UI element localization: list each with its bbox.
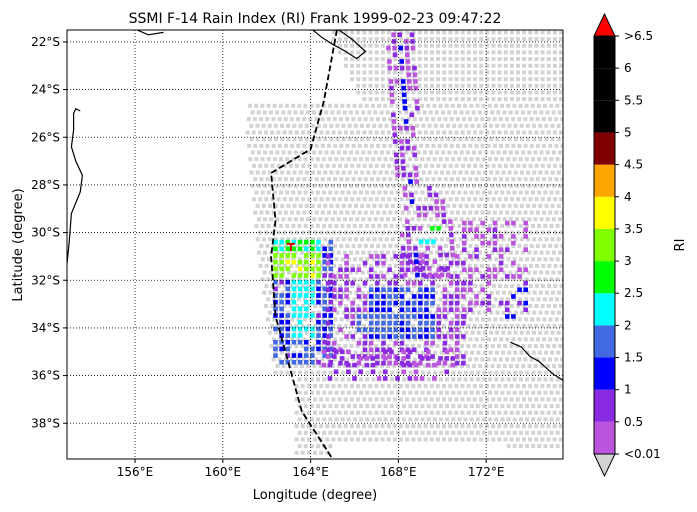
colorbar-segment bbox=[594, 68, 615, 101]
colorbar-segment bbox=[594, 196, 615, 229]
gridlines bbox=[67, 30, 563, 459]
colorbar-tick-label: 0.5 bbox=[624, 415, 643, 429]
colorbar-tick-label: 1.5 bbox=[624, 351, 643, 365]
colorbar-tick-label: >6.5 bbox=[624, 29, 653, 43]
y-axis-ticks: 22°S 24°S 26°S 28°S 30°S 32°S 34°S 36°S 38°S bbox=[31, 35, 67, 430]
swath-layer bbox=[245, 30, 563, 455]
colorbar-over-triangle bbox=[593, 12, 616, 37]
x-tick-label: 168°E bbox=[380, 465, 417, 479]
storm-track-line bbox=[270, 30, 338, 459]
colorbar-segment bbox=[594, 325, 615, 358]
y-axis-label: Latitude (degree) bbox=[11, 188, 26, 301]
map-title: SSMI F-14 Rain Index (RI) Frank 1999-02-… bbox=[129, 11, 502, 27]
x-tick-label: 164°E bbox=[292, 465, 329, 479]
x-tick-label: 172°E bbox=[468, 465, 505, 479]
x-axis-ticks: 156°E 160°E 164°E 168°E 172°E bbox=[117, 459, 505, 479]
colorbar-tick-label: 5.5 bbox=[624, 93, 643, 107]
colorbar-segment bbox=[594, 36, 615, 69]
colorbar-segment bbox=[594, 132, 615, 165]
x-axis-label: Longitude (degree) bbox=[253, 488, 378, 503]
coastline-layer bbox=[67, 30, 563, 381]
colorbar-segment bbox=[594, 357, 615, 390]
colorbar-tick-label: 3.5 bbox=[624, 222, 643, 236]
colorbar-tick-label: 6 bbox=[624, 61, 632, 75]
colorbar-under-triangle bbox=[593, 453, 616, 478]
storm-track-layer bbox=[270, 30, 338, 459]
colorbar-tick-label: <0.01 bbox=[624, 447, 661, 461]
colorbar-outline bbox=[593, 36, 616, 454]
map-frame bbox=[66, 29, 564, 460]
y-tick-label: 30°S bbox=[31, 226, 60, 240]
colorbar-tick-label: 4 bbox=[624, 190, 632, 204]
y-tick-label: 22°S bbox=[31, 35, 60, 49]
y-tick-label: 34°S bbox=[31, 321, 60, 335]
y-tick-label: 28°S bbox=[31, 178, 60, 192]
storm-center-marker bbox=[286, 242, 295, 251]
colorbar-segment bbox=[594, 293, 615, 326]
colorbar-tick-label: 4.5 bbox=[624, 158, 643, 172]
colorbar-segment bbox=[594, 261, 615, 294]
colorbar-segment bbox=[594, 164, 615, 197]
colorbar-segment bbox=[594, 228, 615, 262]
x-tick-label: 156°E bbox=[117, 465, 154, 479]
y-tick-label: 24°S bbox=[31, 83, 60, 97]
colorbar-tick-label: 2.5 bbox=[624, 286, 643, 300]
y-tick-label: 32°S bbox=[31, 273, 60, 287]
y-tick-label: 36°S bbox=[31, 369, 60, 383]
rain-layer bbox=[273, 32, 528, 381]
colorbar: <0.01 0.5 1 1.5 2 2.5 3 3.5 4 4.5 5 5.5 6 >6.5 bbox=[593, 12, 661, 478]
y-tick-label: 26°S bbox=[31, 130, 60, 144]
colorbar-tick-label: 2 bbox=[624, 318, 632, 332]
colorbar-tick-label: 1 bbox=[624, 383, 632, 397]
colorbar-tick-label: 5 bbox=[624, 125, 632, 139]
colorbar-tick-label: 3 bbox=[624, 254, 632, 268]
colorbar-segment bbox=[594, 100, 615, 133]
x-tick-label: 160°E bbox=[205, 465, 242, 479]
colorbar-segment bbox=[594, 389, 615, 422]
y-tick-label: 38°S bbox=[31, 416, 60, 430]
colorbar-label: RI bbox=[673, 239, 688, 252]
colorbar-segment bbox=[594, 421, 615, 454]
